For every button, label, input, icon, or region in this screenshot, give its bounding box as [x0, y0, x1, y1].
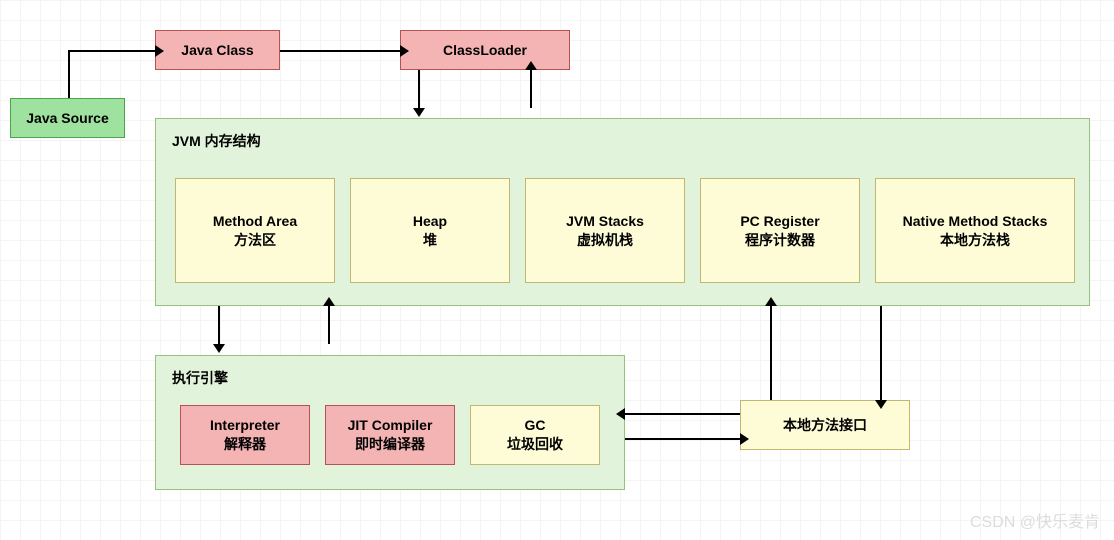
- arrow-7-head: [875, 400, 887, 409]
- arrow-1-head: [400, 45, 409, 57]
- box-method_area: Method Area方法区: [175, 178, 335, 283]
- box-native_interface-label-cn: 本地方法接口: [783, 416, 867, 435]
- box-pc_register-label-cn: 程序计数器: [745, 231, 815, 250]
- box-gc-label-cn: 垃圾回收: [507, 435, 563, 454]
- box-native_stacks-label-en: Native Method Stacks: [903, 212, 1048, 231]
- box-interpreter-label-cn: 解释器: [224, 435, 266, 454]
- box-pc_register: PC Register程序计数器: [700, 178, 860, 283]
- box-jvm_stacks: JVM Stacks虚拟机栈: [525, 178, 685, 283]
- arrow-2-seg-0: [418, 70, 420, 108]
- arrow-3-seg-0: [530, 70, 532, 108]
- box-interpreter-label-en: Interpreter: [210, 416, 280, 435]
- arrow-0-head: [155, 45, 164, 57]
- box-java_class-label-en: Java Class: [181, 41, 253, 60]
- arrow-6-seg-0: [770, 306, 772, 400]
- arrow-5-head: [323, 297, 335, 306]
- box-class_loader-label-en: ClassLoader: [443, 41, 527, 60]
- box-class_loader: ClassLoader: [400, 30, 570, 70]
- box-native_stacks: Native Method Stacks本地方法栈: [875, 178, 1075, 283]
- watermark: CSDN @快乐麦肯: [970, 508, 1100, 532]
- arrow-7-seg-0: [880, 306, 882, 400]
- box-gc: GC垃圾回收: [470, 405, 600, 465]
- panel-memory-title: JVM 内存结构: [172, 131, 261, 151]
- box-heap-label-cn: 堆: [423, 231, 437, 250]
- arrow-0-seg-0: [68, 50, 70, 98]
- arrow-4-seg-0: [218, 306, 220, 344]
- arrow-4-head: [213, 344, 225, 353]
- box-gc-label-en: GC: [525, 416, 546, 435]
- box-java_source: Java Source: [10, 98, 125, 138]
- arrow-5-seg-0: [328, 306, 330, 344]
- box-heap: Heap堆: [350, 178, 510, 283]
- arrow-2-head: [413, 108, 425, 117]
- box-jvm_stacks-label-en: JVM Stacks: [566, 212, 644, 231]
- box-method_area-label-cn: 方法区: [234, 231, 276, 250]
- box-jit_compiler: JIT Compiler即时编译器: [325, 405, 455, 465]
- arrow-3-head: [525, 61, 537, 70]
- box-heap-label-en: Heap: [413, 212, 447, 231]
- panel-engine-title: 执行引擎: [172, 368, 228, 388]
- box-java_source-label-en: Java Source: [26, 109, 109, 128]
- arrow-9-head: [740, 433, 749, 445]
- arrow-8-head: [616, 408, 625, 420]
- box-pc_register-label-en: PC Register: [740, 212, 819, 231]
- box-jvm_stacks-label-cn: 虚拟机栈: [577, 231, 633, 250]
- box-jit_compiler-label-cn: 即时编译器: [355, 435, 425, 454]
- arrow-8-seg-0: [625, 413, 740, 415]
- arrow-0-seg-1: [68, 50, 155, 52]
- box-java_class: Java Class: [155, 30, 280, 70]
- arrow-6-head: [765, 297, 777, 306]
- box-interpreter: Interpreter解释器: [180, 405, 310, 465]
- arrow-1-seg-0: [280, 50, 400, 52]
- box-native_stacks-label-cn: 本地方法栈: [940, 231, 1010, 250]
- arrow-9-seg-0: [625, 438, 740, 440]
- box-method_area-label-en: Method Area: [213, 212, 297, 231]
- box-jit_compiler-label-en: JIT Compiler: [348, 416, 433, 435]
